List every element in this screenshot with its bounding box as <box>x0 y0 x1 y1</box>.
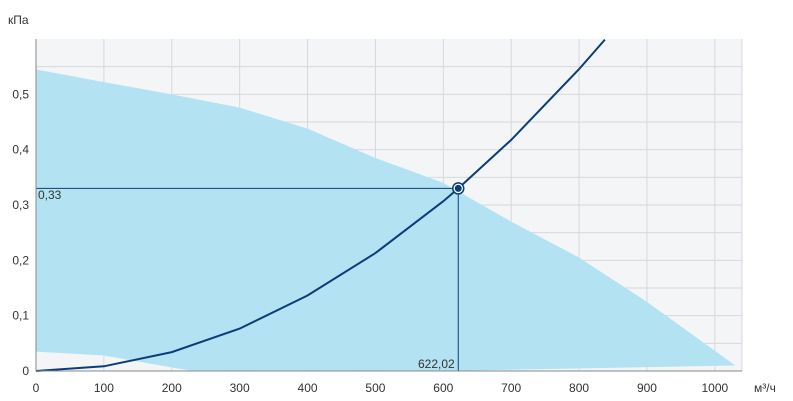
y-tick-label: 0,2 <box>12 253 29 267</box>
system-curve <box>35 38 606 372</box>
x-tick-label: 700 <box>501 381 521 395</box>
axes <box>35 39 742 372</box>
y-tick-label: 0,4 <box>12 143 29 157</box>
y-tick-label: 0,5 <box>12 87 29 101</box>
x-tick-label: 300 <box>230 381 250 395</box>
x-tick-label: 500 <box>365 381 385 395</box>
y-axis-label: кПа <box>8 13 29 27</box>
x-tick-label: 200 <box>162 381 182 395</box>
operating-area <box>36 69 736 371</box>
x-tick-label: 400 <box>298 381 318 395</box>
operating-point-y-label: 0,33 <box>38 188 62 202</box>
y-tick-label: 0,3 <box>12 198 29 212</box>
operating-point-x-label: 622,02 <box>418 357 455 371</box>
x-tick-label: 900 <box>637 381 657 395</box>
x-tick-label: 1000 <box>701 381 728 395</box>
tick-labels: 0 100 200 300 400 500 600 700 800 900 1000 0 0,1 0,2 0… <box>12 87 728 395</box>
x-tick-label: 100 <box>94 381 114 395</box>
y-tick-label: 0 <box>22 364 29 378</box>
operating-point-marker <box>454 184 462 192</box>
x-axis-label: м³/ч <box>754 381 776 395</box>
x-tick-label: 0 <box>33 381 40 395</box>
y-tick-label: 0,1 <box>12 309 29 323</box>
guide-lines <box>36 187 459 371</box>
operating-area-layer <box>36 69 736 371</box>
curve-layer <box>35 38 606 372</box>
x-tick-label: 800 <box>569 381 589 395</box>
x-tick-label: 600 <box>433 381 453 395</box>
